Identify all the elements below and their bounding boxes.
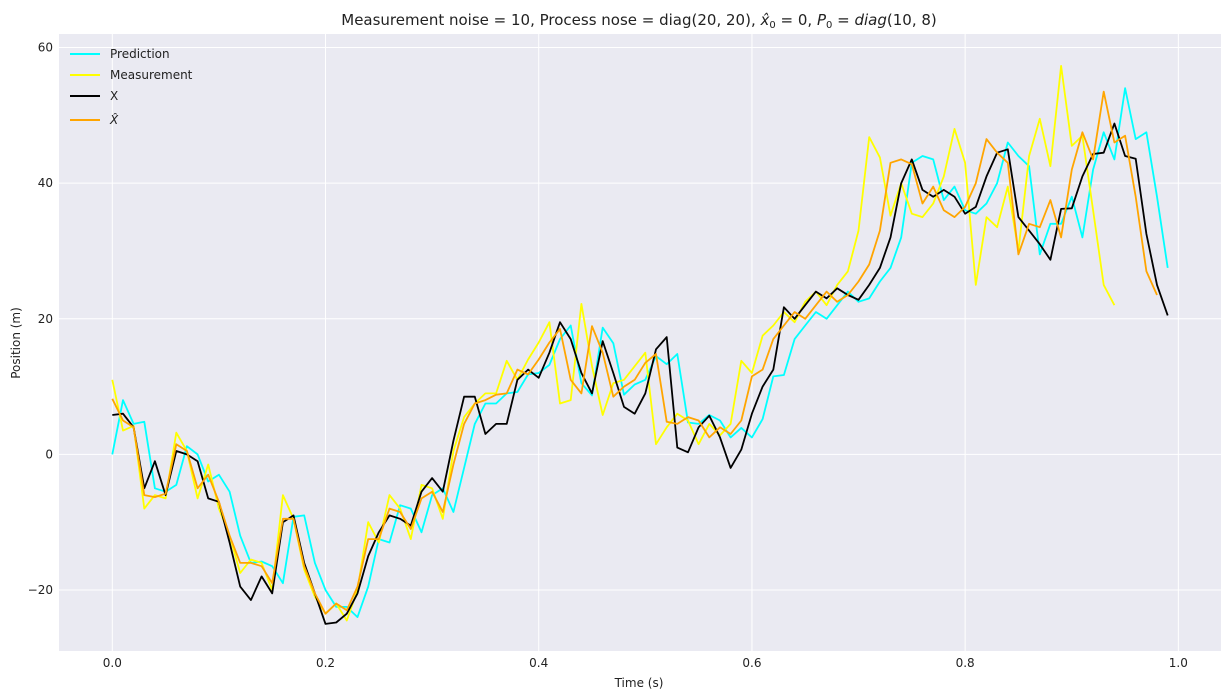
legend-item: X xyxy=(70,89,118,103)
legend-item: Prediction xyxy=(70,47,170,61)
legend-label: Prediction xyxy=(110,47,170,61)
y-tick-label: 40 xyxy=(38,176,53,190)
y-tick-label: −20 xyxy=(28,583,53,597)
title-text: = xyxy=(832,11,854,29)
legend-label: X̂ xyxy=(109,113,119,127)
title-text: = 0, xyxy=(776,11,817,29)
title-math-xhat: x̂ xyxy=(759,11,769,29)
title-math-sub: 0 xyxy=(826,20,832,31)
tick-labels: 0.0 0.2 0.4 0.6 0.8 1.0 −20 0 20 40 60 xyxy=(28,41,1188,670)
x-tick-label: 0.8 xyxy=(956,656,975,670)
y-tick-label: 0 xyxy=(45,447,53,461)
y-tick-label: 20 xyxy=(38,312,53,326)
grid xyxy=(59,34,1221,651)
chart-title: Measurement noise = 10, Process nose = d… xyxy=(341,11,937,31)
series-line-prediction xyxy=(111,87,1169,618)
plot-area xyxy=(59,34,1221,651)
legend-item: X̂ xyxy=(70,113,119,127)
title-math-diag: diag xyxy=(854,11,886,29)
y-axis-label: Position (m) xyxy=(9,307,23,379)
series-group xyxy=(111,65,1169,625)
x-tick-label: 0.4 xyxy=(529,656,548,670)
x-axis-label: Time (s) xyxy=(614,676,664,690)
title-text: (10, 8) xyxy=(887,11,937,29)
x-tick-label: 0.0 xyxy=(103,656,122,670)
title-text: Measurement noise = 10, Process nose = d… xyxy=(341,11,760,29)
series-line-x xyxy=(111,90,1158,615)
y-tick-label: 60 xyxy=(38,41,53,55)
legend-item: Measurement xyxy=(70,68,193,82)
x-tick-label: 0.6 xyxy=(742,656,761,670)
title-math-p: P xyxy=(817,11,827,29)
title-math-sub: 0 xyxy=(769,20,775,31)
x-tick-label: 1.0 xyxy=(1169,656,1188,670)
legend-label: Measurement xyxy=(110,68,193,82)
x-tick-label: 0.2 xyxy=(316,656,335,670)
legend-label: X xyxy=(110,89,118,103)
legend: Prediction Measurement X X̂ xyxy=(70,47,193,127)
series-line-measurement xyxy=(111,65,1116,622)
